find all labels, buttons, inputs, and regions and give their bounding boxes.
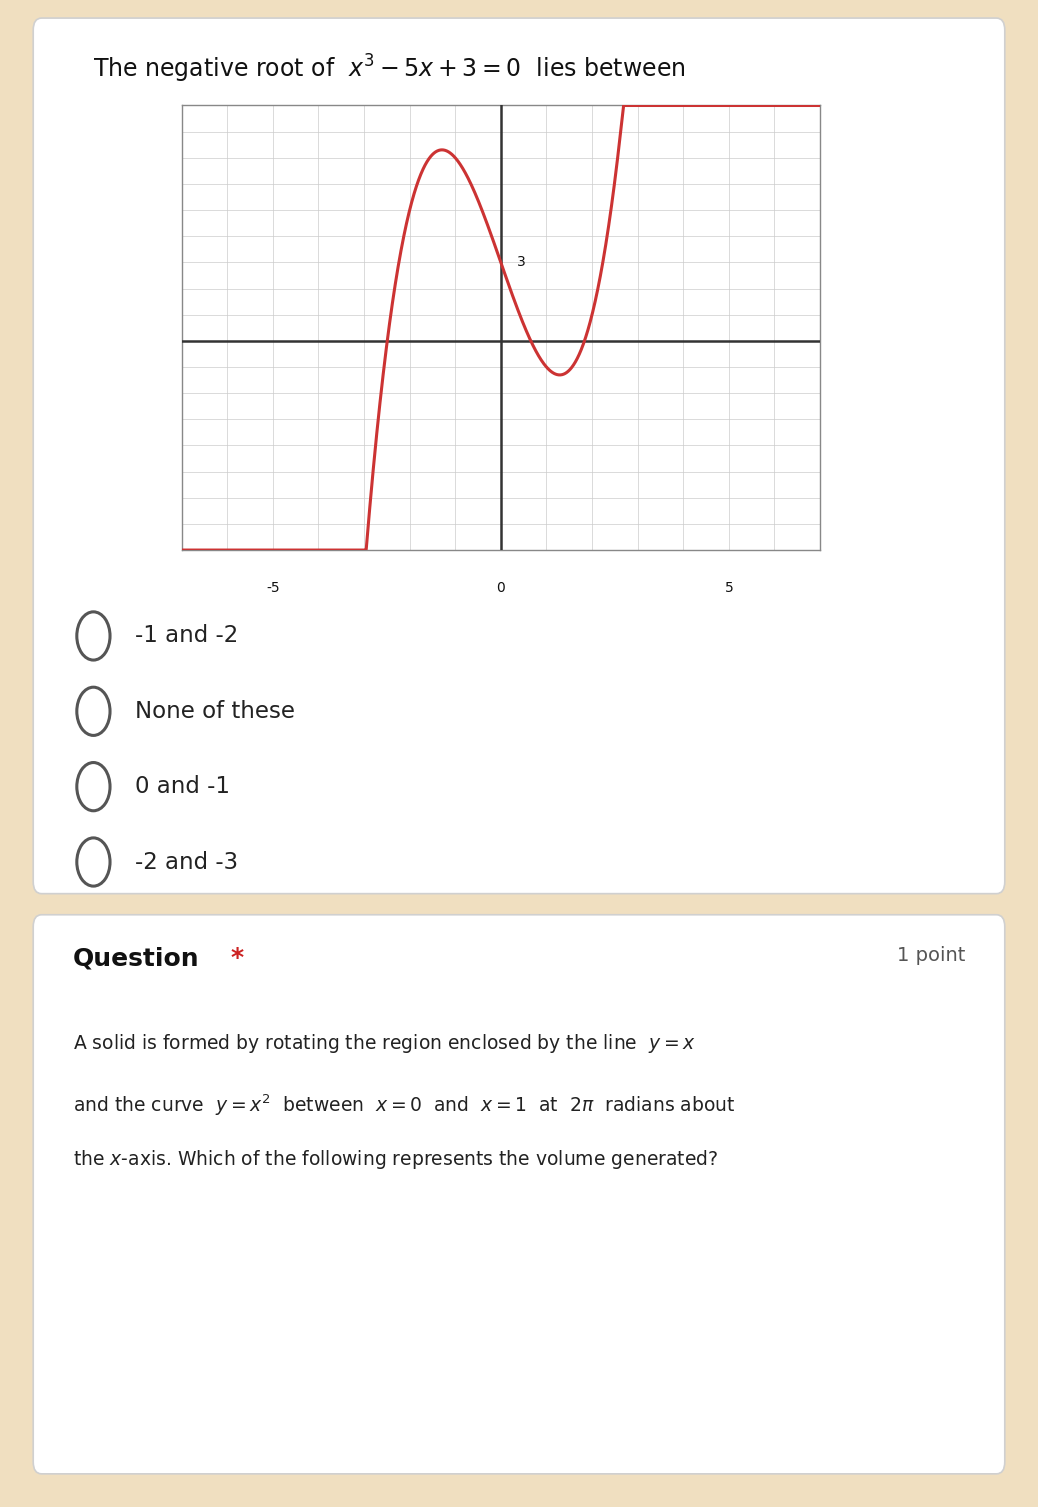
Text: 1 point: 1 point xyxy=(897,946,965,966)
Text: 3: 3 xyxy=(517,255,525,270)
Text: the $x$-axis. Which of the following represents the volume generated?: the $x$-axis. Which of the following rep… xyxy=(73,1148,718,1171)
Text: 0 and -1: 0 and -1 xyxy=(135,775,230,799)
Text: -1 and -2: -1 and -2 xyxy=(135,624,238,648)
Text: -2 and -3: -2 and -3 xyxy=(135,850,238,874)
Text: Question: Question xyxy=(73,946,199,971)
Text: 0: 0 xyxy=(496,582,506,595)
Text: and the curve  $y=x^2$  between  $x=0$  and  $x=1$  at  $2\pi$  radians about: and the curve $y=x^2$ between $x=0$ and … xyxy=(73,1093,735,1118)
Text: 5: 5 xyxy=(725,582,733,595)
Text: A solid is formed by rotating the region enclosed by the line  $y=x$: A solid is formed by rotating the region… xyxy=(73,1032,695,1055)
Text: *: * xyxy=(230,946,244,971)
Text: The negative root of  $x^3-5x+3=0$  lies between: The negative root of $x^3-5x+3=0$ lies b… xyxy=(93,53,686,84)
Text: None of these: None of these xyxy=(135,699,295,723)
Text: -5: -5 xyxy=(266,582,279,595)
